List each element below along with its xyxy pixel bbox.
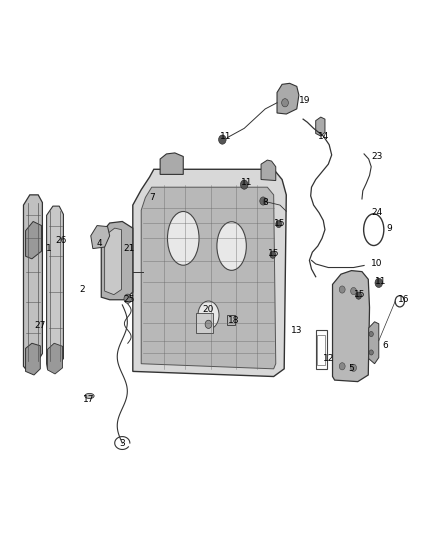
Circle shape	[375, 278, 382, 287]
Circle shape	[356, 292, 361, 299]
Text: 21: 21	[123, 244, 134, 253]
Polygon shape	[47, 343, 63, 374]
Text: 26: 26	[56, 237, 67, 245]
Circle shape	[276, 221, 282, 228]
Polygon shape	[24, 195, 42, 369]
Circle shape	[350, 364, 357, 372]
Text: 15: 15	[274, 219, 286, 228]
Ellipse shape	[217, 222, 246, 270]
Circle shape	[270, 251, 276, 259]
Polygon shape	[105, 228, 121, 295]
Circle shape	[369, 332, 373, 337]
Text: 17: 17	[83, 395, 95, 404]
Text: 5: 5	[349, 365, 354, 373]
Ellipse shape	[85, 393, 94, 399]
Text: 13: 13	[291, 326, 303, 335]
Text: 19: 19	[300, 96, 311, 104]
Text: 2: 2	[80, 285, 85, 294]
Text: 15: 15	[354, 290, 366, 299]
Ellipse shape	[167, 212, 199, 265]
Text: 16: 16	[398, 295, 410, 304]
Ellipse shape	[198, 301, 219, 329]
Text: 8: 8	[262, 198, 268, 207]
Circle shape	[350, 287, 357, 295]
Polygon shape	[133, 169, 286, 376]
Polygon shape	[46, 206, 64, 369]
Text: 23: 23	[371, 152, 382, 161]
Circle shape	[205, 320, 212, 328]
Polygon shape	[160, 153, 183, 174]
Text: 25: 25	[123, 295, 134, 304]
Circle shape	[240, 180, 248, 189]
Polygon shape	[25, 222, 42, 259]
Circle shape	[260, 197, 266, 205]
Text: 4: 4	[96, 239, 102, 248]
Circle shape	[339, 362, 345, 370]
Circle shape	[219, 135, 226, 144]
Text: 27: 27	[35, 321, 46, 330]
Polygon shape	[91, 225, 110, 248]
Text: 10: 10	[371, 260, 382, 269]
Polygon shape	[141, 187, 276, 369]
Text: 12: 12	[323, 354, 334, 363]
Text: 24: 24	[371, 208, 382, 217]
Text: 14: 14	[318, 132, 330, 141]
Text: 11: 11	[219, 132, 231, 141]
Text: 1: 1	[46, 244, 52, 253]
Polygon shape	[332, 271, 370, 382]
Polygon shape	[316, 117, 325, 136]
Text: 18: 18	[228, 316, 240, 325]
Text: 15: 15	[268, 249, 279, 258]
FancyBboxPatch shape	[196, 312, 213, 333]
Text: 3: 3	[120, 439, 125, 448]
Polygon shape	[277, 83, 299, 114]
Circle shape	[369, 350, 373, 355]
Text: 6: 6	[382, 341, 388, 350]
Text: 11: 11	[240, 177, 252, 187]
Text: 9: 9	[386, 224, 392, 232]
Circle shape	[282, 99, 288, 107]
Polygon shape	[101, 222, 133, 300]
Polygon shape	[25, 343, 40, 375]
Circle shape	[339, 286, 345, 293]
Circle shape	[124, 294, 131, 303]
Text: 7: 7	[149, 193, 155, 202]
Text: 20: 20	[203, 305, 214, 314]
Text: 11: 11	[375, 277, 387, 286]
Polygon shape	[261, 160, 276, 181]
Polygon shape	[369, 322, 379, 364]
